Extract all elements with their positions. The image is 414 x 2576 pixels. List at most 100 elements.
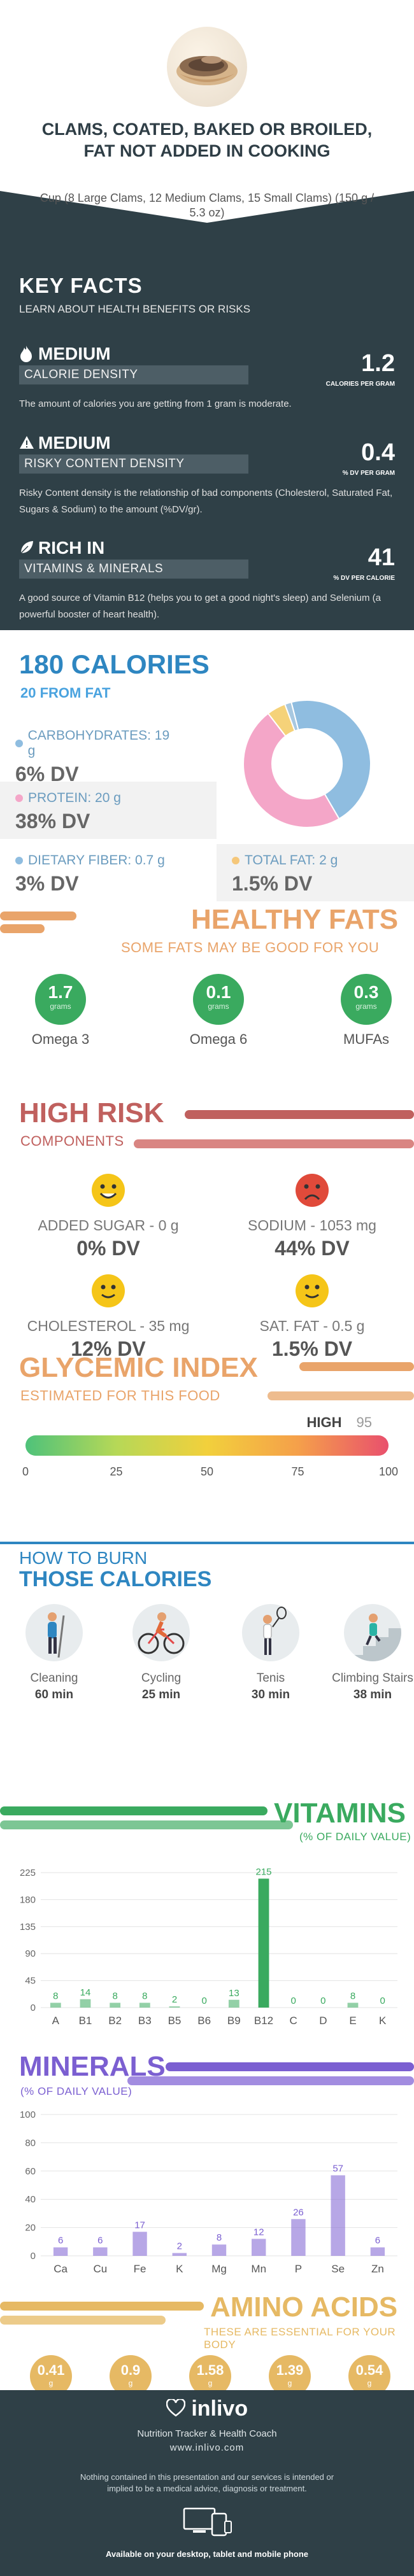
vitamin-ytick: 90 [25, 1948, 36, 1959]
warning-icon [19, 434, 34, 452]
burn-label: Tenis [256, 1672, 285, 1685]
macro-dv: 1.5% DV [232, 872, 313, 895]
fact-unit: % DV PER CALORIE [333, 575, 395, 582]
burn-time: 38 min [353, 1688, 392, 1701]
stripe [0, 2316, 166, 2325]
vitamin-category-label: K [379, 2015, 387, 2027]
risk-dv: 0% DV [76, 1237, 140, 1260]
fact-value: 1.2 [361, 350, 395, 377]
happy-face-icon [90, 1273, 126, 1309]
stairs-icon [344, 1604, 401, 1661]
fiber-dot [15, 857, 23, 864]
fat-unit: grams [355, 1002, 377, 1011]
protein-dot [15, 794, 23, 802]
footer-site-link[interactable]: www.inlivo.com [169, 2442, 245, 2453]
cleaning-icon [25, 1604, 83, 1661]
vitamin-bar-b2 [110, 2002, 121, 2008]
vitamin-value-label: 8 [53, 1990, 58, 2001]
burn-cycling: Cycling 25 min [113, 1604, 209, 1702]
mineral-value-label: 26 [293, 2207, 304, 2218]
fact-badge-text: MEDIUM [38, 433, 111, 453]
glycemic-title: GLYCEMIC INDEX [19, 1352, 258, 1383]
fact-description: A good source of Vitamin B12 (helps you … [19, 593, 381, 620]
mineral-value-label: 6 [58, 2235, 63, 2246]
stripe [0, 1806, 268, 1815]
fact-badge-text: RICH IN [38, 538, 105, 558]
vitamin-category-label: D [319, 2015, 327, 2027]
serving-size: Cup (8 Large Clams, 12 Medium Clams, 15 … [39, 192, 375, 219]
vitamin-value-label: 8 [350, 1990, 355, 2001]
high-risk-subtitle: COMPONENTS [20, 1133, 124, 1149]
food-title: CLAMS, COATED, BAKED OR BROILED, FAT NOT… [41, 120, 373, 160]
vitamin-value-label: 0 [290, 1995, 296, 2006]
mineral-bar-ca [53, 2247, 68, 2256]
burn-time: 60 min [34, 1688, 74, 1701]
glycemic-value: 95 [356, 1414, 372, 1430]
burn-label: Cleaning [30, 1672, 78, 1685]
glycemic-tick: 25 [110, 1465, 123, 1478]
vitamin-value-label: 13 [229, 1988, 239, 1999]
vitamin-value-label: 0 [380, 1995, 385, 2006]
stripe [268, 1391, 414, 1400]
stripe [127, 2076, 414, 2085]
vitamin-value-label: 8 [112, 1990, 117, 2001]
mineral-value-label: 2 [177, 2241, 182, 2252]
mineral-value-label: 8 [217, 2232, 222, 2243]
risk-label: CHOLESTEROL - 35 mg [27, 1318, 190, 1334]
donut-slice-carbs [290, 700, 371, 820]
vitamin-ytick: 225 [20, 1868, 36, 1878]
stripe [0, 924, 45, 933]
mineral-bar-mg [211, 2244, 227, 2256]
amino-value: 0.54 [355, 2362, 383, 2378]
mineral-ytick: 0 [31, 2251, 36, 2262]
burn-title-1: HOW TO BURN [19, 1548, 148, 1568]
mineral-ytick: 20 [25, 2223, 36, 2234]
header-wave [0, 191, 414, 248]
risk-sodium: SODIUM - 1053 mg 44% DV [217, 1172, 408, 1260]
mineral-ytick: 60 [25, 2166, 36, 2177]
mineral-category-label: P [295, 2263, 302, 2275]
fat-dot [232, 857, 239, 864]
risk-added-sugar: ADDED SUGAR - 0 g 0% DV [13, 1172, 204, 1260]
minerals-subtitle: (% OF DAILY VALUE) [20, 2085, 132, 2097]
macro-dv: 3% DV [15, 872, 79, 895]
burn-tennis: Tenis 30 min [223, 1604, 318, 1702]
mineral-bar-se [331, 2175, 345, 2256]
glycemic-gradient-bar [25, 1435, 389, 1456]
fat-omega6: 0.1 grams Omega 6 [183, 974, 253, 1048]
mineral-category-label: Se [331, 2263, 345, 2275]
key-facts-subtitle: LEARN ABOUT HEALTH BENEFITS OR RISKS [19, 303, 251, 315]
mineral-value-label: 17 [134, 2220, 145, 2230]
vitamins-chart: 0 45 90 135 180 225 8 A 14 B1 8 B2 8 B3 2 B5 0 B6 13 B9 215 B… [20, 1866, 397, 2027]
flame-icon [19, 345, 33, 363]
vitamin-value-label: 215 [255, 1866, 271, 1877]
fact-value: 0.4 [361, 439, 395, 466]
mineral-category-label: Mn [251, 2263, 266, 2275]
stripe [299, 1362, 414, 1371]
burn-title-2: THOSE CALORIES [19, 1567, 212, 1591]
amino-title: AMINO ACIDS [210, 2291, 398, 2323]
vitamin-value-label: 2 [172, 1994, 177, 2005]
fact-badge-text: MEDIUM [38, 344, 111, 363]
fact-unit: % DV PER GRAM [342, 470, 395, 477]
macro-label: TOTAL FAT: 2 g [245, 853, 338, 868]
mineral-ytick: 100 [20, 2109, 36, 2120]
fact-description: The amount of calories you are getting f… [19, 398, 292, 409]
fat-value: 1.7 [48, 982, 73, 1002]
footer: inlivo Nutrition Tracker & Health Coach … [0, 2390, 414, 2576]
amino-value: 1.58 [196, 2362, 224, 2378]
risk-label: ADDED SUGAR - 0 g [38, 1217, 179, 1234]
vitamin-category-label: B5 [168, 2015, 182, 2027]
sad-face-icon [294, 1172, 330, 1208]
footer-brand: inlivo [191, 2397, 248, 2421]
amino-unit: g [208, 2379, 213, 2388]
donut-slice-fiber [283, 701, 299, 732]
footer-availability: Available on your desktop, tablet and mo… [105, 2549, 309, 2559]
fat-name: MUFAs [343, 1031, 390, 1047]
stripe [0, 1542, 414, 1544]
devices-icon [182, 2505, 232, 2543]
heart-icon [166, 2398, 186, 2423]
macro-total-fat: TOTAL FAT: 2 g 1.5% DV [217, 844, 414, 901]
healthy-fats-subtitle: SOME FATS MAY BE GOOD FOR YOU [121, 940, 380, 955]
leaf-icon [19, 539, 33, 557]
